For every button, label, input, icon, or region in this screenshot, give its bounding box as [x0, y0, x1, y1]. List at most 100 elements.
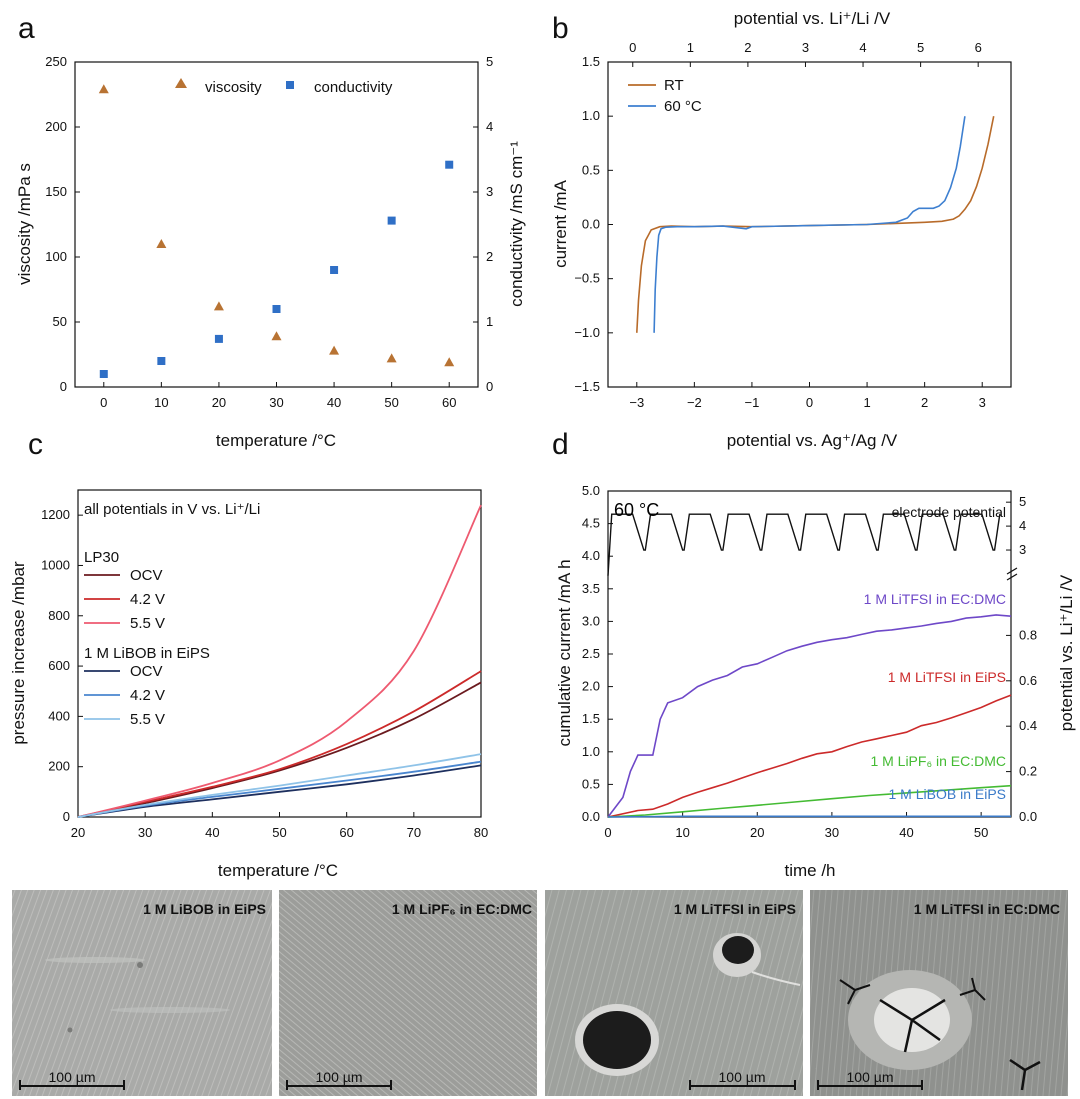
y2-tick-label-a: 3 [486, 184, 493, 199]
x2-tick-label-b: 0 [629, 40, 636, 55]
y-tick-label-c: 600 [48, 658, 70, 673]
conductivity-point [214, 334, 223, 343]
x2-tick-label-b: 1 [687, 40, 694, 55]
line-rt [636, 116, 995, 333]
legend-label-viscosity: viscosity [205, 79, 262, 96]
temperature-label-d: 60 °C [614, 500, 659, 520]
conductivity-point [330, 266, 339, 274]
sem-image-h: 1 M LiTFSI in EC:DMC 100 µm [810, 890, 1068, 1096]
line-lipf6-ecdmc [607, 784, 1012, 818]
data-lines-d [607, 513, 1012, 818]
line-litfsi-eips [607, 694, 1012, 818]
legend-label-60c: 60 °C [664, 98, 702, 115]
viscosity-point [213, 301, 224, 311]
viscosity-point [329, 345, 340, 355]
scalebar-label-g: 100 µm [719, 1069, 766, 1085]
panel-label-d: d [552, 428, 569, 461]
legend-group-libob: 1 M LiBOB in EiPS [84, 645, 210, 662]
y-tick-label-d: 1.0 [582, 744, 600, 759]
legend-label-lp30-42v: 4.2 V [130, 591, 165, 608]
line-libob-ocv [77, 764, 482, 818]
line-litfsi-ecdmc [607, 614, 1012, 818]
x-tick-label-b: 1 [863, 395, 870, 410]
conductivity-point [387, 216, 396, 225]
x-axis-label-c: temperature /°C [218, 861, 338, 880]
x2-tick-label-b: 2 [744, 40, 751, 55]
x-tick-label-c: 60 [339, 825, 353, 840]
x-tick-label-d: 20 [750, 825, 764, 840]
y-tick-label-b: 1.0 [582, 108, 600, 123]
sem-label-g: 1 M LiTFSI in EiPS [674, 901, 796, 917]
legend-label-libob-42v: 4.2 V [130, 687, 165, 704]
conductivity-point [445, 160, 454, 169]
viscosity-point [156, 239, 167, 248]
y-tick-label-b: 1.5 [582, 54, 600, 69]
legend-label-rt: RT [664, 77, 684, 94]
y2-tick-label-a: 1 [486, 314, 493, 329]
y-tick-label-d: 1.5 [582, 711, 600, 726]
x-tick-label-a: 30 [269, 395, 283, 410]
y-tick-label-c: 800 [48, 608, 70, 623]
x2-tick-label-b: 5 [917, 40, 924, 55]
x-tick-label-b: −3 [629, 395, 644, 410]
legend-label-libob-ocv: OCV [130, 663, 163, 680]
line-electrode-potential [607, 513, 1001, 576]
legend-label-lp30-ocv: OCV [130, 567, 163, 584]
chart-d: 0 10 20 30 40 50 0.0 0.5 1.0 1.5 2.0 2.5 3.0 3.5 4.0 4.… [555, 483, 1076, 880]
data-lines-b [636, 116, 995, 333]
legend-marker-conductivity [286, 81, 294, 89]
data-lines-c [77, 504, 482, 818]
y-tick-label-c: 200 [48, 759, 70, 774]
x-tick-label-d: 50 [974, 825, 988, 840]
panel-label-c: c [28, 428, 43, 461]
x2-tick-label-b: 3 [802, 40, 809, 55]
line-60c [653, 116, 966, 333]
y-tick-label-a: 0 [60, 379, 67, 394]
y2-tick-label-a: 5 [486, 54, 493, 69]
y-tick-label-a: 200 [45, 119, 67, 134]
y-tick-label-b: −1.0 [574, 325, 600, 340]
sem-image-e: 1 M LiBOB in EiPS 100 µm [12, 890, 272, 1096]
conductivity-point [272, 305, 281, 313]
x-axis-label-b: potential vs. Ag⁺/Ag /V [727, 431, 898, 450]
x-tick-label-a: 10 [154, 395, 168, 410]
legend-label-conductivity: conductivity [314, 79, 393, 96]
line-lp30-ocv [77, 681, 482, 818]
x-tick-label-a: 60 [442, 395, 456, 410]
legend-c: OCV 4.2 V 5.5 V OCV 4.2 V 5.5 V [84, 567, 165, 728]
y-tick-label-a: 50 [53, 314, 67, 329]
y-tick-label-a: 150 [45, 184, 67, 199]
legend-marker-viscosity [175, 78, 187, 88]
y-tick-label-d: 2.0 [582, 679, 600, 694]
y-tick-label-d: 4.5 [582, 516, 600, 531]
y-tick-label-a: 250 [45, 54, 67, 69]
y2-tick-label-d: 0.6 [1019, 673, 1037, 688]
panel-label-b: b [552, 12, 569, 45]
scalebar-label-e: 100 µm [49, 1069, 96, 1085]
x-tick-label-c: 20 [71, 825, 85, 840]
chart-a: 0 10 20 30 40 50 60 0 50 100 150 200 250 0 1 2 3 4 5 tempe… [15, 54, 526, 450]
x-tick-label-d: 0 [604, 825, 611, 840]
scalebar-label-f: 100 µm [316, 1069, 363, 1085]
y-tick-label-b: −0.5 [574, 271, 600, 286]
y-axis-label-c: pressure increase /mbar [9, 561, 28, 745]
series-label-litfsi-ecdmc: 1 M LiTFSI in EC:DMC [864, 591, 1006, 607]
x2-tick-label-b: 4 [859, 40, 866, 55]
viscosity-point [271, 331, 282, 341]
y-tick-label-d: 4.0 [582, 548, 600, 563]
x-tick-label-a: 40 [327, 395, 341, 410]
x-tick-label-c: 70 [407, 825, 421, 840]
x-tick-label-b: 3 [979, 395, 986, 410]
x-tick-label-b: −1 [745, 395, 760, 410]
y-tick-label-c: 1200 [41, 507, 70, 522]
y-tick-label-d: 3.0 [582, 613, 600, 628]
x2-tick-label-b: 6 [975, 40, 982, 55]
x-tick-label-c: 40 [205, 825, 219, 840]
legend-group-lp30: LP30 [84, 549, 119, 566]
line-lp30-42v [77, 670, 482, 818]
x-tick-label-b: 2 [921, 395, 928, 410]
axis-ticks-d: 0 10 20 30 40 50 0.0 0.5 1.0 1.5 2.0 2.5 3.0 3.5 4.0 4.… [582, 483, 1037, 840]
x-tick-label-b: 0 [806, 395, 813, 410]
y-tick-label-b: −1.5 [574, 379, 600, 394]
